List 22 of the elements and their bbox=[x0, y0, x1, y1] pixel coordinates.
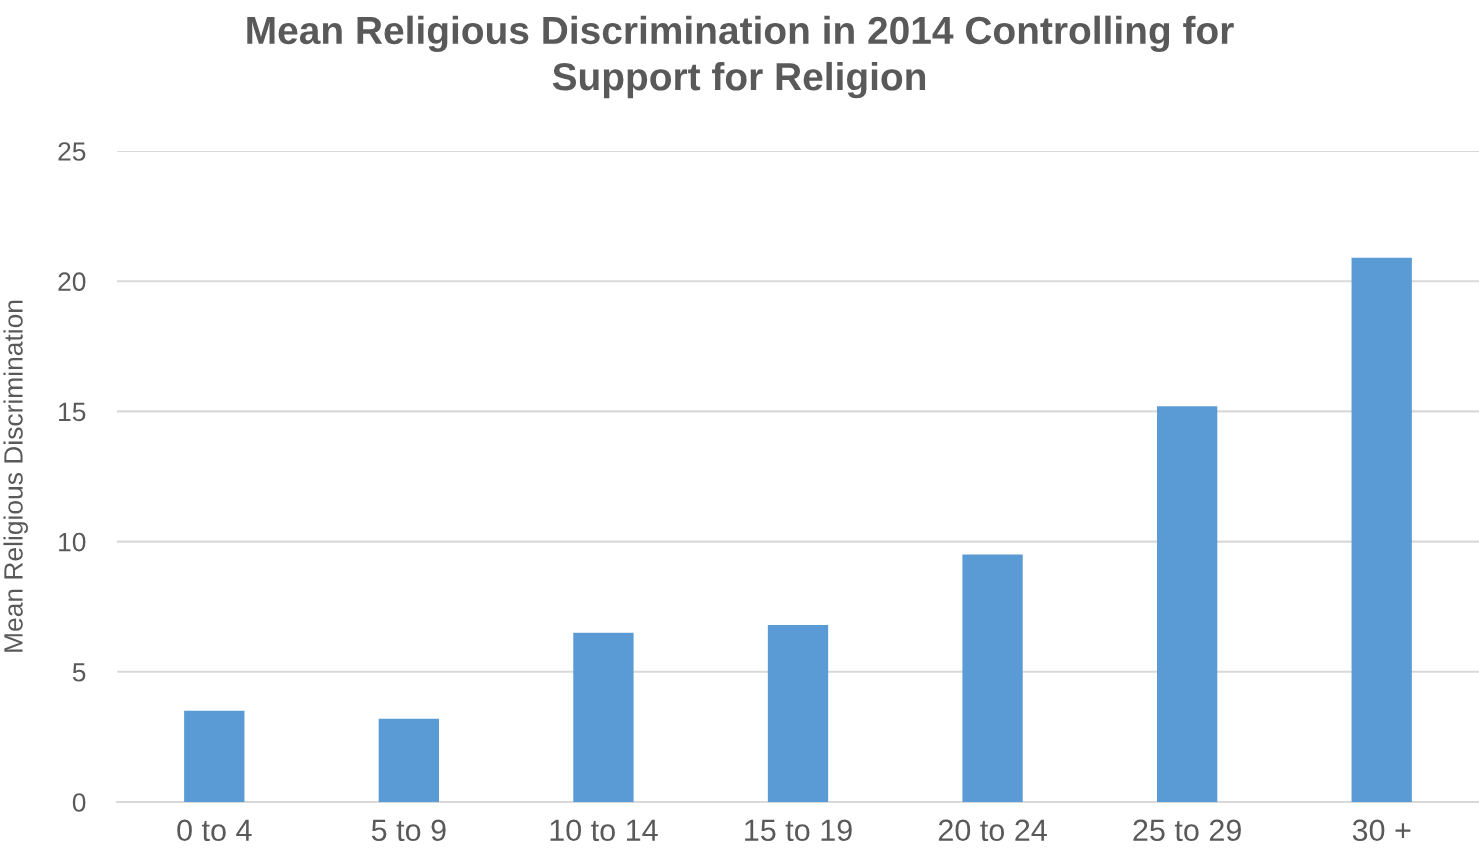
x-tick-label: 0 to 4 bbox=[177, 819, 252, 842]
y-tick-label: 0 bbox=[72, 793, 86, 812]
x-tick-label: 5 to 9 bbox=[371, 819, 446, 842]
x-tick-label: 30 + bbox=[1352, 819, 1411, 842]
bar bbox=[378, 718, 440, 802]
bar bbox=[767, 624, 829, 802]
chart-title: Mean Religious Discrimination in 2014 Controlling for Support for Religion bbox=[247, 15, 1234, 99]
bar bbox=[184, 710, 245, 802]
x-tick-label: 25 to 29 bbox=[1133, 819, 1241, 842]
y-tick-label: 10 bbox=[59, 532, 86, 552]
x-tick-label: 10 to 14 bbox=[550, 819, 658, 842]
y-axis-title: Mean Religious Discrimination bbox=[3, 300, 28, 652]
x-tick-label: 15 to 19 bbox=[745, 819, 852, 842]
bar bbox=[1351, 257, 1412, 802]
y-tick-label: 15 bbox=[59, 402, 86, 422]
bar bbox=[962, 554, 1023, 802]
bar bbox=[573, 632, 634, 802]
y-tick-label: 25 bbox=[58, 142, 86, 161]
x-tick-label: 20 to 24 bbox=[938, 819, 1047, 842]
y-tick-label: 20 bbox=[58, 272, 86, 292]
bar bbox=[1156, 406, 1218, 802]
y-tick-label: 5 bbox=[72, 663, 86, 682]
